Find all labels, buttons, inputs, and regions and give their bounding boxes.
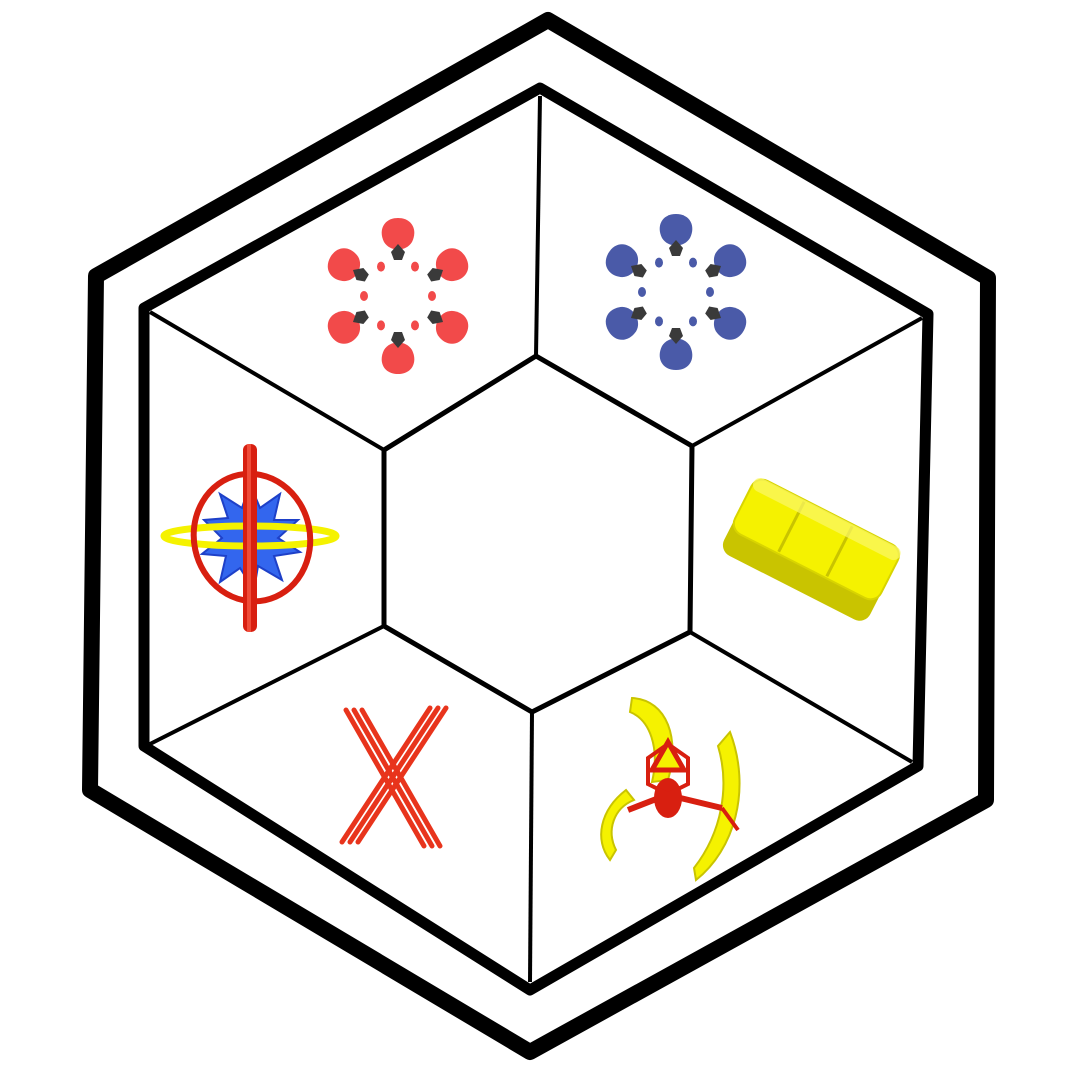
yellow-slab-icon [722,477,901,621]
lobe-nub [427,310,444,325]
lobe-bead [428,291,436,301]
inner-hexagon-frame [138,82,934,996]
lobe [381,342,415,374]
center-hexagon [381,353,695,715]
blue-lobe-cluster-icon [605,214,747,370]
gyroscope-rings-icon [160,444,340,632]
lobe-nub [705,306,722,321]
lobe-nub [352,267,369,282]
lobe [605,244,639,278]
lobe-bead [411,261,419,272]
lobe-nub [630,306,647,321]
yellow-blade-rotor-icon [600,696,741,882]
red-lobe-cluster-icon [327,218,469,374]
lobe [713,244,747,278]
lobe [659,338,693,370]
lobe-bead [689,316,697,327]
lobe [327,248,361,282]
lobe-bead [689,257,697,268]
panel-dividers [148,95,923,983]
lobe-nub [669,240,683,256]
lobe-nub [352,310,369,325]
lobe-bead [655,257,663,268]
lobe-bead [706,287,714,297]
lobe [605,306,639,340]
lobe [327,310,361,344]
lobe [659,214,693,246]
lobe [713,306,747,340]
red-x-bundle-icon [339,705,449,849]
outer-hexagon-frame [82,12,996,1060]
lobe [435,248,469,282]
lobe-nub [630,263,647,278]
lobe-bead [360,291,368,301]
lobe-nub [427,267,444,282]
lobe-nub [705,263,722,278]
lobe-nub [391,244,405,260]
lobe-nub [669,328,683,344]
lobe-bead [377,261,385,272]
lobe [381,218,415,250]
lobe-bead [655,316,663,327]
lobe-bead [411,320,419,331]
lobe [435,310,469,344]
lobe-bead [638,287,646,297]
lobe-bead [377,320,385,331]
lobe-nub [391,332,405,348]
